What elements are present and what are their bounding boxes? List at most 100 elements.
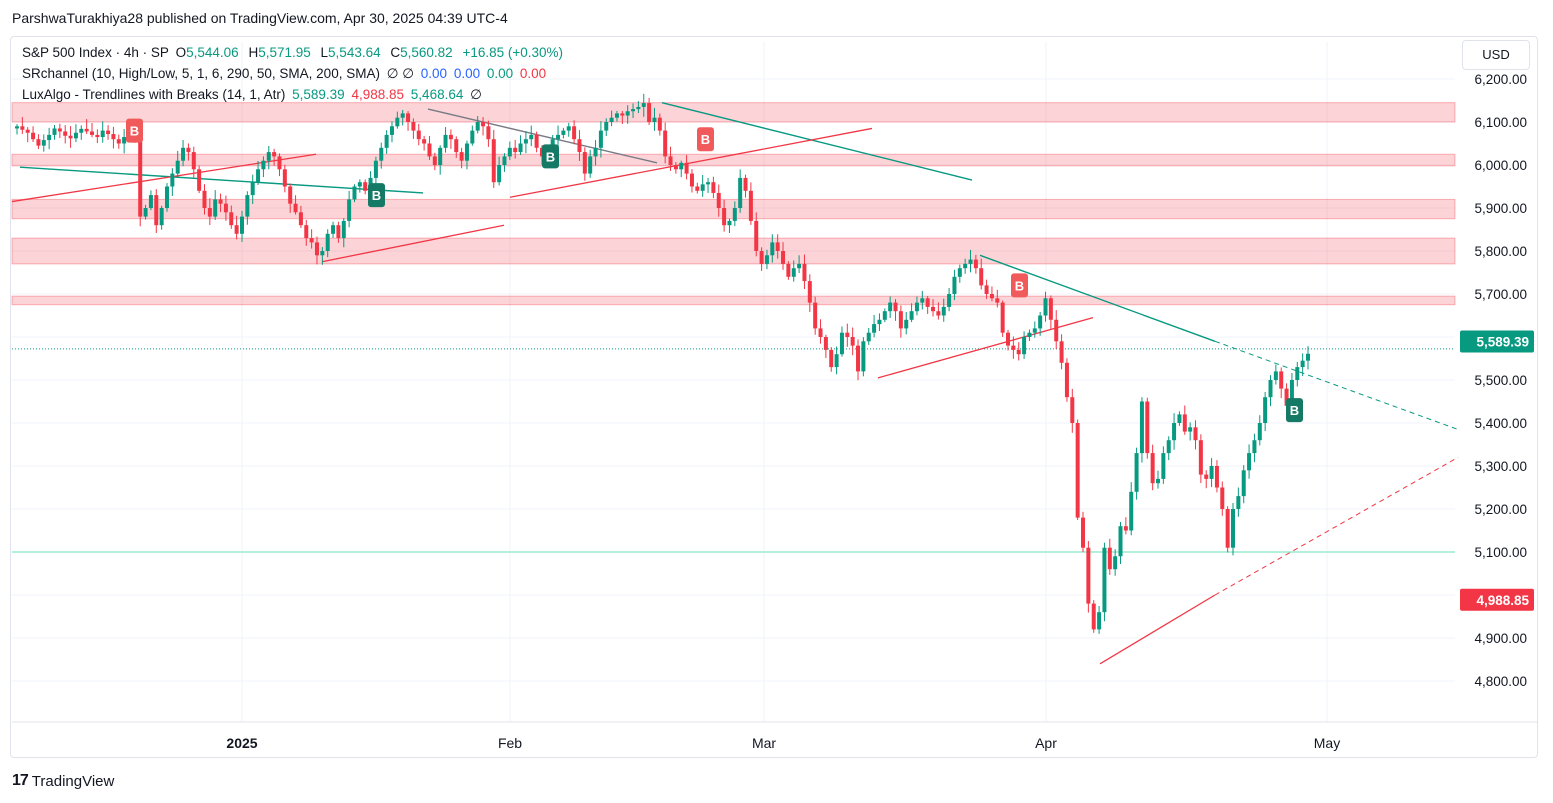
- luxalgo-label[interactable]: LuxAlgo - Trendlines with Breaks (14, 1,…: [22, 87, 286, 102]
- candle-body: [989, 294, 994, 299]
- candle: [1032, 321, 1037, 338]
- candle-body: [786, 263, 791, 277]
- candle: [738, 169, 743, 213]
- candle: [47, 127, 52, 150]
- candle-body: [1236, 496, 1241, 509]
- candle-body: [754, 220, 759, 251]
- candle-body: [1209, 466, 1214, 479]
- candle: [523, 131, 528, 154]
- trendline-down: [19, 166, 424, 194]
- grid: [12, 42, 1455, 722]
- candle-body: [834, 354, 839, 368]
- candle-body: [673, 165, 678, 170]
- candle: [363, 179, 368, 195]
- candle-body: [722, 208, 727, 226]
- srchannel-label[interactable]: SRchannel (10, High/Low, 5, 1, 6, 290, 5…: [22, 66, 380, 81]
- candle-body: [186, 147, 191, 153]
- candle-body: [491, 139, 496, 183]
- open-label: O: [175, 45, 187, 60]
- candle: [775, 234, 780, 259]
- candle: [968, 249, 973, 273]
- currency-button[interactable]: USD: [1462, 40, 1530, 70]
- candle-body: [138, 134, 143, 217]
- candle: [331, 221, 336, 238]
- footer-brand[interactable]: 17 TradingView: [12, 772, 114, 790]
- candle: [539, 145, 544, 165]
- break-badge: [1286, 398, 1303, 423]
- candle: [561, 127, 566, 139]
- sr-zone: [11, 153, 1456, 167]
- chart-frame[interactable]: [10, 36, 1538, 758]
- candle: [657, 113, 662, 136]
- candle-body: [41, 140, 46, 146]
- candle: [754, 212, 759, 257]
- legend-symbol[interactable]: S&P 500 Index · 4h · SP: [22, 45, 169, 60]
- candle: [1097, 606, 1102, 634]
- trendline-down: [427, 108, 658, 164]
- open-value: 5,544.06: [186, 45, 239, 60]
- candle: [722, 199, 727, 232]
- candle-body: [1006, 332, 1011, 346]
- candle-body: [652, 117, 657, 122]
- candle-body: [631, 109, 636, 112]
- candle: [443, 127, 448, 153]
- candle-body: [1182, 414, 1187, 432]
- candle-body: [748, 190, 753, 221]
- candle-body: [266, 152, 271, 161]
- candle-body: [1220, 487, 1225, 509]
- candle-body: [89, 131, 94, 135]
- candle-body: [1156, 478, 1161, 484]
- candle-body: [170, 173, 175, 187]
- high-value: 5,571.95: [258, 45, 311, 60]
- candle-body: [614, 113, 619, 118]
- candle-body: [486, 126, 491, 140]
- candle-body: [727, 220, 732, 226]
- candle-body: [454, 139, 459, 153]
- candle-body: [1225, 509, 1230, 548]
- candle-body: [518, 143, 523, 153]
- candle: [593, 140, 598, 166]
- candle: [36, 134, 41, 150]
- candle: [502, 153, 507, 172]
- horizontal-lines: [12, 348, 1455, 553]
- candle: [395, 111, 400, 129]
- candle-body: [963, 263, 968, 269]
- candle: [620, 111, 625, 125]
- candle: [995, 289, 1000, 308]
- candle-body: [1193, 427, 1198, 441]
- candle-body: [1113, 556, 1118, 570]
- candle: [154, 189, 159, 234]
- candle-body: [1102, 547, 1107, 613]
- candle-body: [100, 130, 105, 138]
- candle: [904, 312, 909, 335]
- candle-body: [1306, 353, 1310, 361]
- y-tick-label: 5,500.00: [1474, 373, 1527, 388]
- candle-body: [25, 129, 30, 133]
- candle: [716, 184, 721, 217]
- change-value: +16.85 (+0.30%): [462, 45, 564, 60]
- candle: [138, 129, 143, 227]
- candle-body: [1011, 345, 1016, 350]
- candle: [1231, 502, 1236, 556]
- candle: [1193, 420, 1198, 450]
- break-badge: [368, 183, 385, 208]
- candle: [427, 135, 432, 160]
- break-marker: B: [368, 183, 385, 208]
- candle-body: [154, 195, 159, 226]
- y-tick-label: 5,900.00: [1474, 201, 1527, 216]
- candle-body: [523, 139, 528, 144]
- candle-body: [566, 126, 571, 131]
- candle-body: [791, 268, 796, 277]
- candle: [373, 156, 378, 186]
- candle-body: [395, 117, 400, 127]
- candle-body: [427, 143, 432, 157]
- break-badge: [542, 144, 559, 169]
- candle-body: [475, 122, 480, 131]
- candle: [711, 176, 716, 199]
- candle-body: [197, 169, 202, 191]
- candle: [947, 287, 952, 312]
- candle-body: [432, 156, 437, 165]
- close-value: 5,560.82: [400, 45, 453, 60]
- candle-body: [1048, 298, 1053, 320]
